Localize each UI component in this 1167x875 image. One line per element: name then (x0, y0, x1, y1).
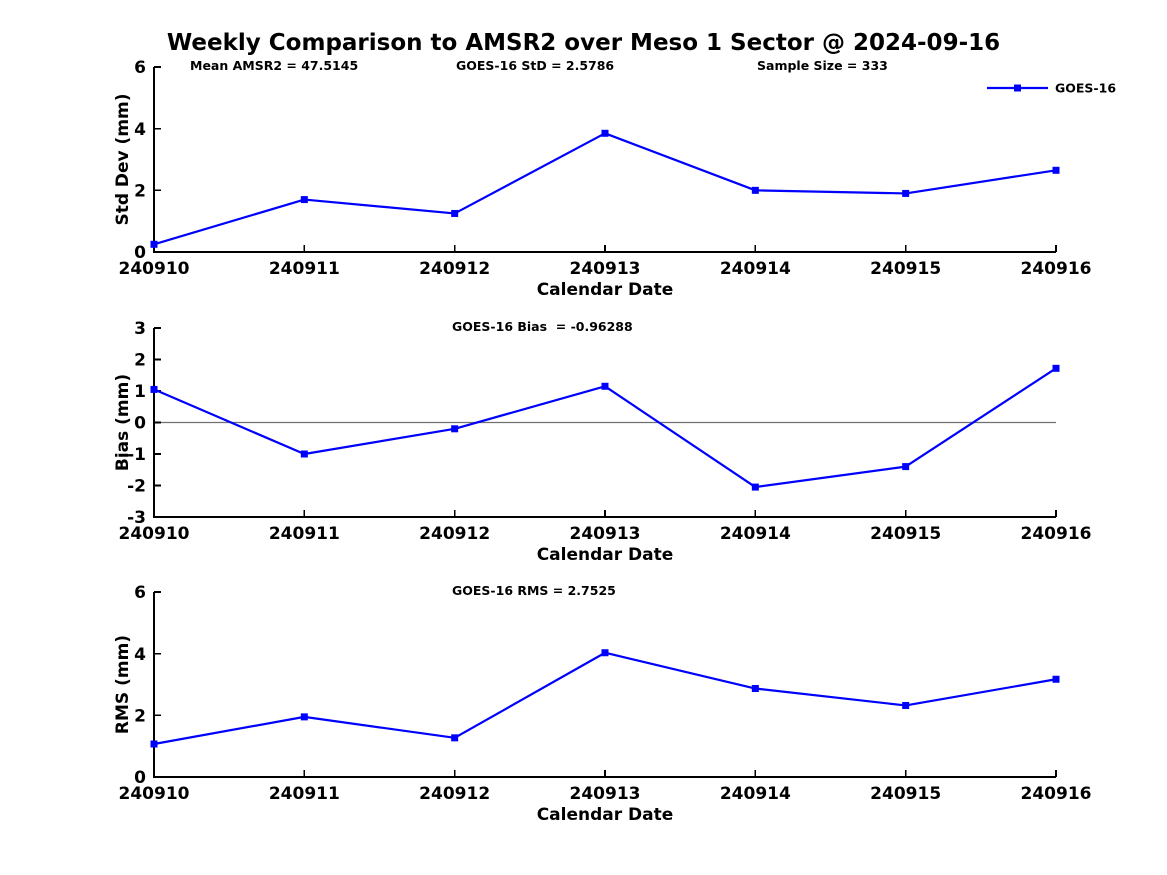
x-axis-label: Calendar Date (537, 805, 674, 825)
x-tick-label: 240912 (419, 524, 490, 544)
data-point-marker (451, 734, 459, 742)
y-axis-label: RMS (mm) (113, 635, 133, 734)
y-tick-label: 2 (134, 351, 146, 371)
subplot-title: GOES-16 RMS = 2.7525 (452, 583, 616, 598)
x-tick-label: 240911 (269, 784, 340, 804)
legend: GOES-16 (987, 81, 1116, 96)
x-tick-label: 240915 (870, 524, 941, 544)
data-point-marker (601, 129, 609, 137)
x-axis-label: Calendar Date (537, 280, 674, 300)
x-tick-label: 240914 (720, 784, 791, 804)
y-tick-label: 2 (134, 706, 146, 726)
data-point-marker (451, 209, 459, 217)
x-tick-label: 240913 (570, 524, 641, 544)
stat-annotation: GOES-16 StD = 2.5786 (456, 58, 614, 73)
y-tick-label: -3 (127, 508, 146, 528)
x-tick-label: 240916 (1021, 784, 1092, 804)
y-tick-label: -2 (127, 477, 146, 497)
data-point-marker (300, 196, 308, 204)
y-tick-label: -1 (127, 445, 146, 465)
y-tick-label: 0 (134, 414, 146, 434)
data-point-marker (902, 189, 910, 197)
x-tick-label: 240913 (570, 259, 641, 279)
data-point-marker (300, 713, 308, 721)
x-tick-label: 240916 (1021, 524, 1092, 544)
x-tick-label: 240915 (870, 784, 941, 804)
data-point-marker (601, 649, 609, 657)
x-tick-label: 240911 (269, 524, 340, 544)
subplot-title: GOES-16 Bias = -0.96288 (452, 319, 633, 334)
series-line-goes-16 (153, 132, 1057, 246)
x-tick-label: 240912 (419, 259, 490, 279)
subplot-std-dev: 0 2 4 6 240910 240911 240912 240913 240914 240915… (113, 58, 1116, 300)
y-tick-label: 2 (134, 181, 146, 201)
y-tick-label: 4 (134, 645, 146, 665)
data-point-marker (150, 385, 158, 393)
y-tick-label: 1 (134, 382, 146, 402)
x-tick-label: 240911 (269, 259, 340, 279)
x-tick-label: 240910 (119, 784, 190, 804)
y-tick-label: 6 (134, 583, 146, 603)
x-tick-label: 240912 (419, 784, 490, 804)
x-tick-label: 240914 (720, 524, 791, 544)
data-point-marker (1052, 364, 1060, 372)
data-point-marker (150, 240, 158, 248)
subplot-rms: 0 2 4 6 240910 240911 240912 240913 240914 240915… (113, 583, 1091, 825)
data-point-marker (902, 701, 910, 709)
legend-marker-icon (1014, 84, 1021, 92)
x-axis-label: Calendar Date (537, 545, 674, 565)
subplot-bias: -3 -2 -1 0 1 2 3 240910 240911 240912 240913 240914… (113, 319, 1091, 565)
data-point-marker (601, 382, 609, 390)
x-tick-label: 240916 (1021, 259, 1092, 279)
data-point-marker (902, 463, 910, 471)
series-line-goes-16 (153, 651, 1057, 746)
data-point-marker (751, 186, 759, 194)
data-point-marker (150, 740, 158, 748)
y-tick-label: 0 (134, 768, 146, 788)
y-axis-label: Bias (mm) (113, 374, 133, 471)
data-point-marker (300, 450, 308, 458)
y-axis-label: Std Dev (mm) (113, 93, 133, 225)
data-point-marker (451, 425, 459, 433)
x-tick-label: 240913 (570, 784, 641, 804)
x-tick-label: 240914 (720, 259, 791, 279)
x-tick-label: 240915 (870, 259, 941, 279)
data-point-marker (1052, 675, 1060, 683)
legend-label: GOES-16 (1055, 81, 1116, 96)
y-tick-label: 6 (134, 58, 146, 78)
data-point-marker (1052, 166, 1060, 174)
y-tick-label: 0 (134, 243, 146, 263)
x-tick-label: 240910 (119, 524, 190, 544)
data-point-marker (751, 685, 759, 693)
x-tick-label: 240910 (119, 259, 190, 279)
data-point-marker (751, 483, 759, 491)
stat-annotation: Mean AMSR2 = 47.5145 (190, 58, 358, 73)
y-tick-label: 4 (134, 120, 146, 140)
y-tick-label: 3 (134, 319, 146, 339)
figure-title: Weekly Comparison to AMSR2 over Meso 1 S… (166, 30, 1001, 56)
stat-annotation: Sample Size = 333 (757, 58, 888, 73)
